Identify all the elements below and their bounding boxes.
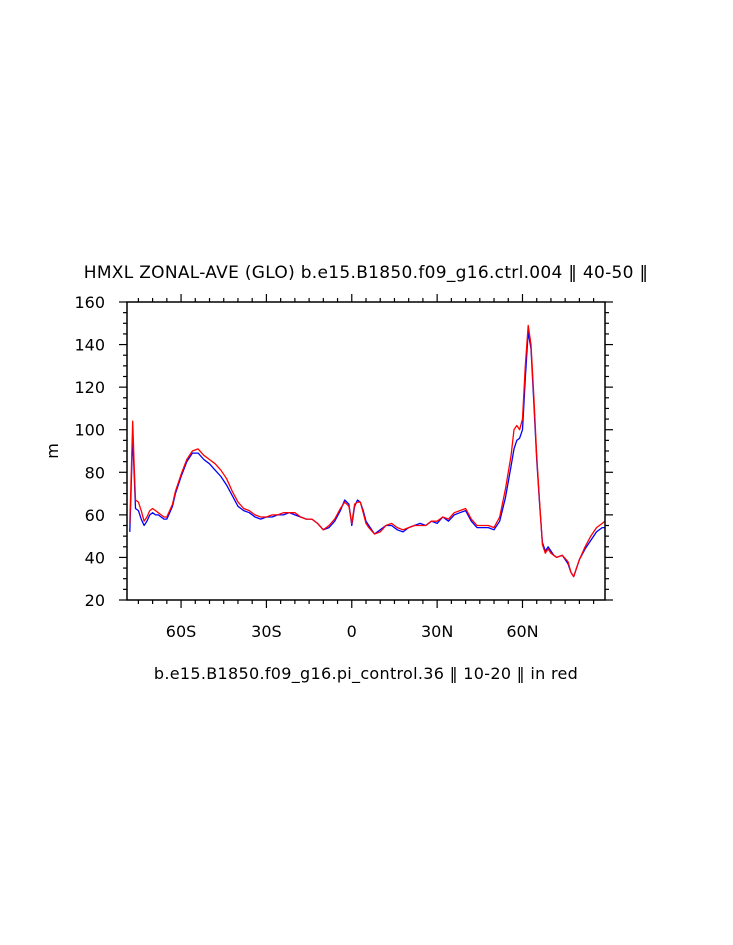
plot-frame: [126, 301, 606, 601]
x-tick-label: 30S: [251, 622, 282, 641]
x-tick-label: 60N: [506, 622, 538, 641]
axis-tick-labels: 60S 30S 0 30N 60N 20 40 60 80 100 120 140 160: [74, 293, 538, 641]
y-tick-label: 40: [85, 548, 105, 567]
y-tick-label: 140: [74, 336, 105, 355]
chart-footer: b.e15.B1850.f09_g16.pi_control.36 ‖ 10-2…: [154, 664, 578, 684]
series-line-red: [129, 324, 606, 578]
y-tick-label: 160: [74, 293, 105, 312]
y-tick-label: 100: [74, 421, 105, 440]
axis-ticks: [119, 294, 613, 608]
y-tick-label: 80: [85, 463, 105, 482]
plot-series: [129, 324, 606, 578]
x-tick-label: 60S: [166, 622, 197, 641]
y-tick-label: 20: [85, 591, 105, 610]
y-tick-label: 120: [74, 378, 105, 397]
chart-title: HMXL ZONAL-AVE (GLO) b.e15.B1850.f09_g16…: [84, 263, 649, 283]
y-tick-label: 60: [85, 506, 105, 525]
series-line-blue: [129, 331, 605, 578]
y-axis-label: m: [43, 443, 62, 459]
x-tick-label: 0: [347, 622, 357, 641]
x-tick-label: 30N: [421, 622, 453, 641]
